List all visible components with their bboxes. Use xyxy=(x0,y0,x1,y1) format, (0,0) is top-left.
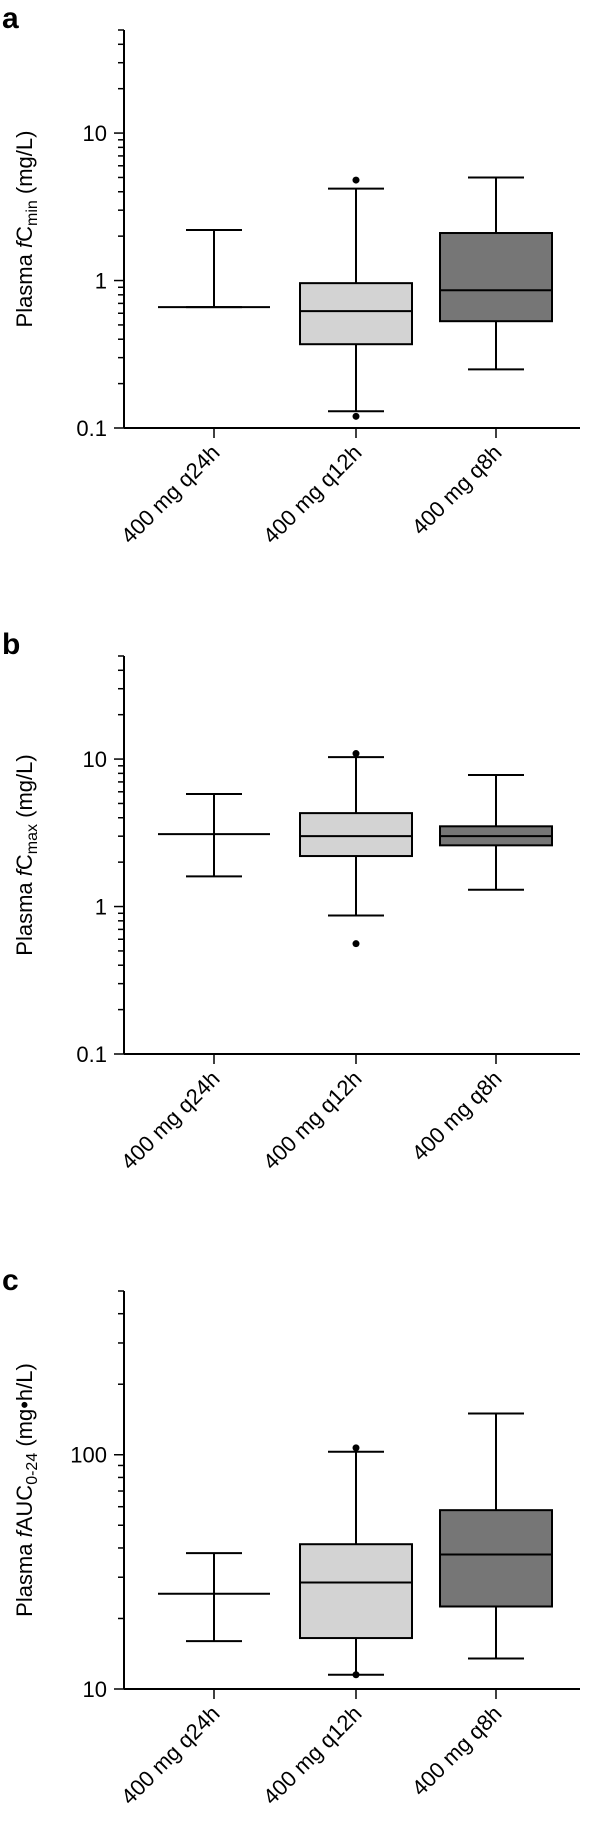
box-3 xyxy=(439,773,553,891)
panel-letter: a xyxy=(2,2,19,35)
box-1 xyxy=(158,1552,270,1643)
x-category-label: 400 mg q8h xyxy=(407,1066,507,1166)
chart-panel-a: a 0.1 1 10 Plasma fCmin (mg/L) 400 mg q24h 400… xyxy=(2,2,580,548)
chart-panel-c: c 10 100 Plasma fAUC0-24 (mg•h/L) 400 mg q24… xyxy=(2,1264,580,1809)
box-1 xyxy=(158,792,270,878)
outlier-point xyxy=(352,176,360,184)
box-2 xyxy=(299,1444,413,1679)
x-category-label: 400 mg q24h xyxy=(116,440,224,548)
iqr-box xyxy=(299,812,413,858)
y-axis-title: Plasma fCmax (mg/L) xyxy=(12,754,41,955)
x-category-label: 400 mg q24h xyxy=(116,1066,224,1174)
box-3 xyxy=(439,176,553,371)
x-category-label: 400 mg q12h xyxy=(258,440,366,548)
iqr-box xyxy=(439,232,553,323)
box-2 xyxy=(299,750,413,948)
iqr-box xyxy=(439,1509,553,1608)
y-axis-title: Plasma fCmin (mg/L) xyxy=(12,131,41,328)
y-tick-label: 10 xyxy=(83,1677,107,1702)
y-tick-label: 100 xyxy=(70,1443,107,1468)
iqr-box xyxy=(299,282,413,346)
y-tick-label: 10 xyxy=(83,121,107,146)
y-tick-label: 0.1 xyxy=(76,416,107,441)
y-tick-label: 1 xyxy=(95,269,107,294)
panel-letter: c xyxy=(2,1264,19,1297)
x-category-label: 400 mg q8h xyxy=(407,1701,507,1801)
y-tick-label: 10 xyxy=(83,747,107,772)
box-2 xyxy=(299,176,413,420)
y-tick-label: 1 xyxy=(95,895,107,920)
x-category-label: 400 mg q12h xyxy=(258,1066,366,1174)
x-category-label: 400 mg q12h xyxy=(258,1701,366,1809)
outlier-point xyxy=(352,750,360,758)
outlier-point xyxy=(352,412,360,420)
box-3 xyxy=(439,1412,553,1660)
panel-letter: b xyxy=(2,628,20,661)
chart-panel-b: b 0.1 1 10 Plasma fCmax (mg/L) 400 mg q24h 400… xyxy=(2,628,580,1174)
y-tick-label: 0.1 xyxy=(76,1042,107,1067)
outlier-point xyxy=(352,1444,360,1452)
y-axis-title: Plasma fAUC0-24 (mg•h/L) xyxy=(12,1363,41,1617)
x-category-label: 400 mg q8h xyxy=(407,440,507,540)
iqr-box xyxy=(299,1543,413,1640)
box-1 xyxy=(158,229,270,309)
outlier-point xyxy=(352,1671,360,1679)
outlier-point xyxy=(352,940,360,948)
x-category-label: 400 mg q24h xyxy=(116,1701,224,1809)
